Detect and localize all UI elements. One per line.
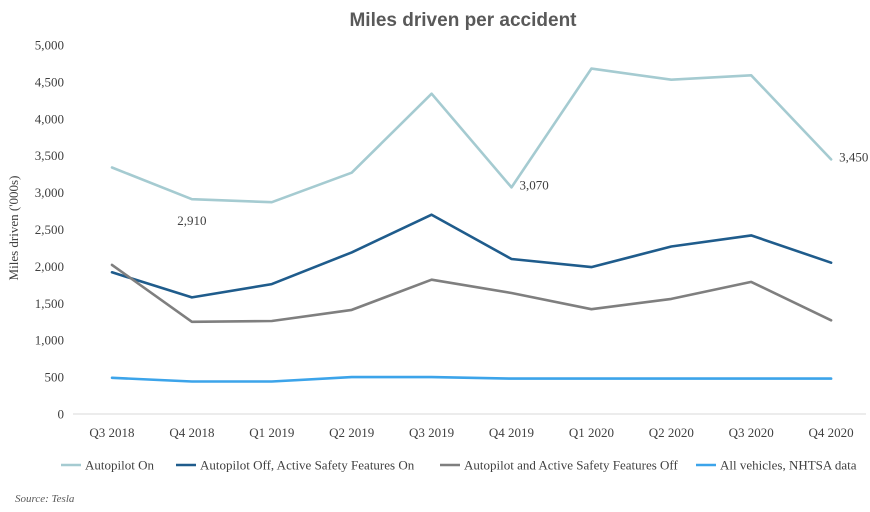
x-tick-label: Q4 2019 xyxy=(489,425,534,440)
x-tick-label: Q3 2018 xyxy=(89,425,134,440)
series-line-3 xyxy=(110,263,833,324)
series-line-1 xyxy=(110,67,833,204)
y-tick-label: 5,000 xyxy=(35,38,64,53)
series-line-2 xyxy=(110,213,833,299)
legend-label-4: All vehicles, NHTSA data xyxy=(720,458,857,473)
data-annotations: 2,910 3,070 3,450 xyxy=(177,149,868,228)
legend-label-3: Autopilot and Active Safety Features Off xyxy=(464,458,679,473)
series-lines xyxy=(110,67,833,383)
source-note: Source: Tesla xyxy=(15,493,75,505)
y-tick-label: 2,000 xyxy=(35,259,64,274)
y-tick-label: 3,500 xyxy=(35,148,64,163)
y-tick-label: 500 xyxy=(45,370,65,385)
y-tick-label: 1,000 xyxy=(35,333,64,348)
x-tick-label: Q1 2019 xyxy=(249,425,294,440)
chart-title: Miles driven per accident xyxy=(349,10,577,31)
data-label: 3,070 xyxy=(520,177,549,192)
x-tick-label: Q4 2020 xyxy=(809,425,854,440)
legend-label-1: Autopilot On xyxy=(85,458,154,473)
y-tick-label: 4,000 xyxy=(35,111,64,126)
x-tick-label: Q4 2018 xyxy=(169,425,214,440)
y-tick-label: 2,500 xyxy=(35,222,64,237)
x-tick-label: Q2 2019 xyxy=(329,425,374,440)
legend-label-2: Autopilot Off, Active Safety Features On xyxy=(200,458,415,473)
x-tick-label: Q1 2020 xyxy=(569,425,614,440)
y-tick-label: 1,500 xyxy=(35,296,64,311)
y-tick-label: 0 xyxy=(58,407,65,422)
x-tick-label: Q3 2020 xyxy=(729,425,774,440)
y-axis: 0 500 1,000 1,500 2,000 2,500 3,000 3,500 4,000 4… xyxy=(35,38,64,422)
data-label: 3,450 xyxy=(839,149,868,164)
y-tick-label: 3,000 xyxy=(35,185,64,200)
x-tick-label: Q3 2019 xyxy=(409,425,454,440)
x-tick-label: Q2 2020 xyxy=(649,425,694,440)
y-tick-label: 4,500 xyxy=(35,74,64,89)
y-axis-title: Miles driven ('000s) xyxy=(6,176,21,281)
series-line-4 xyxy=(110,375,833,383)
x-axis: Q3 2018 Q4 2018 Q1 2019 Q2 2019 Q3 2019 Q4 20… xyxy=(73,413,866,440)
legend: Autopilot On Autopilot Off, Active Safety… xyxy=(61,458,857,473)
data-label: 2,910 xyxy=(177,213,206,228)
